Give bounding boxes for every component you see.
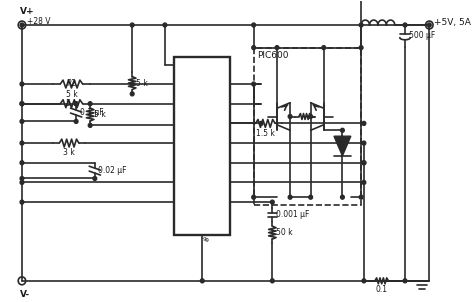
Circle shape — [20, 102, 24, 106]
Circle shape — [20, 141, 24, 145]
Circle shape — [362, 279, 366, 283]
Circle shape — [275, 46, 279, 50]
Text: 2: 2 — [177, 101, 181, 106]
Circle shape — [362, 121, 366, 125]
Circle shape — [359, 46, 363, 50]
Text: 500 μF: 500 μF — [409, 31, 435, 40]
Text: 50 k: 50 k — [276, 228, 293, 237]
Text: 9: 9 — [202, 236, 206, 242]
Text: UC1524: UC1524 — [182, 142, 222, 150]
Text: 16: 16 — [177, 121, 185, 126]
Circle shape — [428, 23, 431, 27]
Circle shape — [130, 82, 134, 86]
Text: 11: 11 — [220, 101, 228, 106]
Circle shape — [130, 92, 134, 96]
Text: 5 k: 5 k — [136, 79, 148, 88]
Circle shape — [362, 141, 366, 145]
Circle shape — [362, 181, 366, 185]
Text: 9: 9 — [204, 238, 208, 243]
Circle shape — [20, 181, 24, 185]
Bar — [254, 48, 361, 205]
Text: 0.1 μF: 0.1 μF — [80, 108, 103, 117]
Circle shape — [130, 23, 134, 27]
Circle shape — [74, 102, 78, 106]
Text: V-: V- — [20, 290, 30, 299]
Text: 0.001 μF: 0.001 μF — [276, 210, 310, 220]
Text: 3: 3 — [177, 180, 181, 185]
Circle shape — [288, 195, 292, 199]
Circle shape — [288, 114, 292, 118]
Circle shape — [322, 46, 326, 50]
Text: +28 V: +28 V — [27, 17, 50, 26]
Circle shape — [252, 46, 255, 50]
Circle shape — [201, 279, 204, 283]
Circle shape — [252, 23, 255, 27]
Circle shape — [252, 82, 255, 86]
Circle shape — [20, 102, 24, 106]
Text: 5 k: 5 k — [94, 110, 106, 119]
Circle shape — [20, 82, 24, 86]
Text: 7: 7 — [177, 160, 181, 165]
Text: 9: 9 — [224, 200, 228, 205]
Circle shape — [88, 124, 92, 127]
Text: 5 k: 5 k — [65, 99, 77, 108]
Text: 15: 15 — [177, 63, 185, 68]
Circle shape — [259, 121, 263, 125]
Circle shape — [20, 120, 24, 124]
Circle shape — [362, 161, 366, 165]
Text: PIC600: PIC600 — [257, 51, 289, 59]
Circle shape — [163, 23, 167, 27]
Circle shape — [359, 23, 363, 27]
Text: 14: 14 — [219, 140, 228, 146]
Circle shape — [359, 195, 363, 199]
Polygon shape — [334, 136, 351, 156]
Bar — [174, 57, 230, 235]
Text: 0.02 μF: 0.02 μF — [98, 166, 126, 175]
Circle shape — [340, 128, 344, 132]
Circle shape — [20, 177, 24, 181]
Text: 3 k: 3 k — [63, 148, 75, 157]
Circle shape — [271, 200, 274, 204]
Circle shape — [403, 23, 407, 27]
Text: 13: 13 — [219, 121, 228, 126]
Circle shape — [93, 177, 97, 181]
Text: R2
5 k: R2 5 k — [65, 79, 77, 98]
Circle shape — [88, 102, 92, 106]
Text: V+: V+ — [20, 7, 35, 16]
Circle shape — [403, 279, 407, 283]
Circle shape — [252, 195, 255, 199]
Circle shape — [20, 200, 24, 204]
Text: 6: 6 — [177, 140, 181, 146]
Circle shape — [362, 161, 366, 165]
Text: +5V, 5A: +5V, 5A — [434, 18, 471, 27]
Text: 0.1: 0.1 — [376, 285, 388, 294]
Circle shape — [309, 114, 312, 118]
Text: 4: 4 — [224, 160, 228, 165]
Circle shape — [20, 23, 24, 27]
Text: 10: 10 — [177, 200, 185, 205]
Circle shape — [271, 279, 274, 283]
Text: 12: 12 — [219, 82, 228, 87]
Circle shape — [309, 195, 312, 199]
Text: 1.5 k: 1.5 k — [256, 129, 275, 138]
Text: 5: 5 — [224, 180, 228, 185]
Text: 1: 1 — [177, 82, 181, 87]
Circle shape — [20, 161, 24, 165]
Circle shape — [340, 195, 344, 199]
Circle shape — [74, 120, 78, 124]
